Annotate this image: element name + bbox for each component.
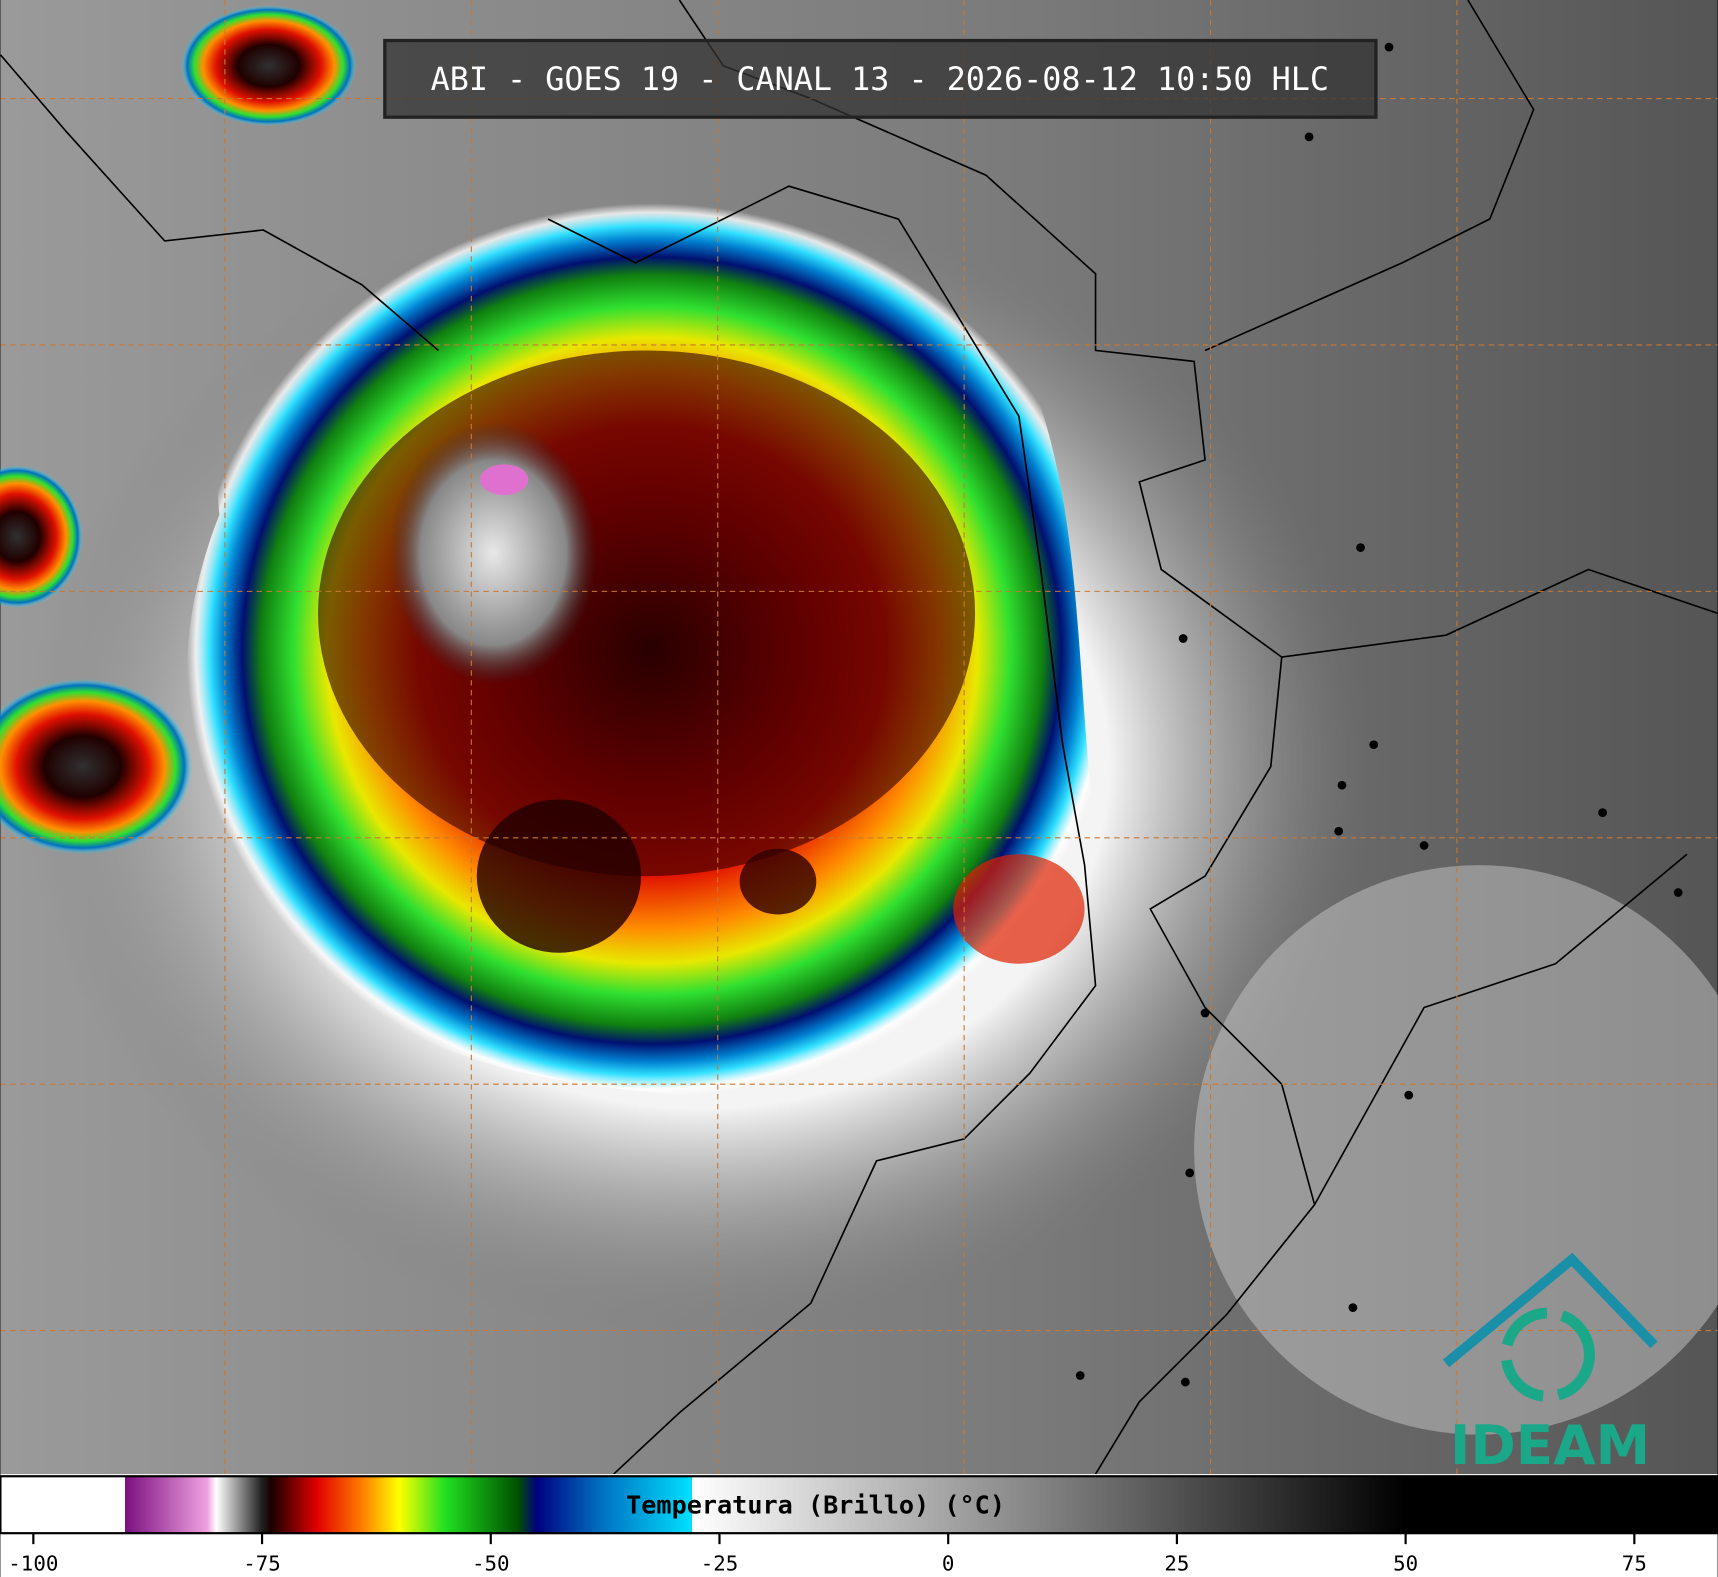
city	[1334, 826, 1344, 836]
storm-cell	[0, 679, 193, 855]
title-box	[383, 38, 1378, 119]
colorbar-tick-label: 50	[1393, 1551, 1418, 1575]
cell	[476, 799, 642, 953]
city	[1404, 1090, 1414, 1100]
logo: IDEAM	[1442, 1252, 1658, 1477]
colorbar-tick-label: 75	[1622, 1551, 1647, 1575]
colorbar-tick-label: -25	[701, 1551, 739, 1575]
colorbar-tick-label: -75	[243, 1551, 281, 1575]
borders	[0, 0, 1717, 1474]
colorbar-tick-label: -50	[472, 1551, 510, 1575]
overshooting-top	[389, 421, 598, 685]
border	[1281, 568, 1718, 658]
border	[1204, 0, 1535, 352]
city	[1384, 42, 1394, 52]
border	[678, 0, 1316, 1475]
city	[1356, 543, 1365, 552]
logo-swirl	[1500, 1307, 1595, 1402]
colorbar-fill	[0, 1475, 1718, 1535]
city	[1185, 1168, 1195, 1178]
coastline	[0, 54, 440, 352]
cell	[739, 848, 817, 915]
city	[1200, 1008, 1210, 1018]
city	[1180, 1377, 1190, 1387]
city	[1419, 841, 1429, 850]
cell	[953, 854, 1085, 964]
coastline	[547, 185, 1097, 1475]
storm-cell	[0, 465, 83, 608]
colorbar-tick-label: -100	[8, 1551, 58, 1575]
coldest-top	[480, 464, 529, 496]
colorbar-tick-label: 0	[942, 1551, 955, 1575]
city	[1304, 132, 1314, 142]
city	[1075, 1371, 1085, 1380]
logo-text: IDEAM	[1450, 1413, 1650, 1477]
colorbar-tick-label: 25	[1164, 1551, 1189, 1575]
cities	[1075, 42, 1683, 1387]
cloud	[1194, 865, 1718, 1435]
city	[1348, 1303, 1358, 1312]
city	[1178, 634, 1188, 643]
city	[1369, 740, 1379, 750]
logo-mountain	[1442, 1252, 1658, 1368]
border	[1313, 853, 1688, 1206]
title: ABI - GOES 19 - CANAL 13 - 2026-08-12 10…	[431, 62, 1329, 98]
storm-cell	[181, 5, 357, 126]
colorbar: Temperatura (Brillo) (°C) -100 -75 -50 -25 0 2…	[0, 1475, 1718, 1575]
city	[1673, 888, 1683, 897]
city	[1337, 780, 1347, 790]
colorbar-label: Temperatura (Brillo) (°C)	[626, 1490, 1005, 1519]
city	[1598, 808, 1607, 817]
